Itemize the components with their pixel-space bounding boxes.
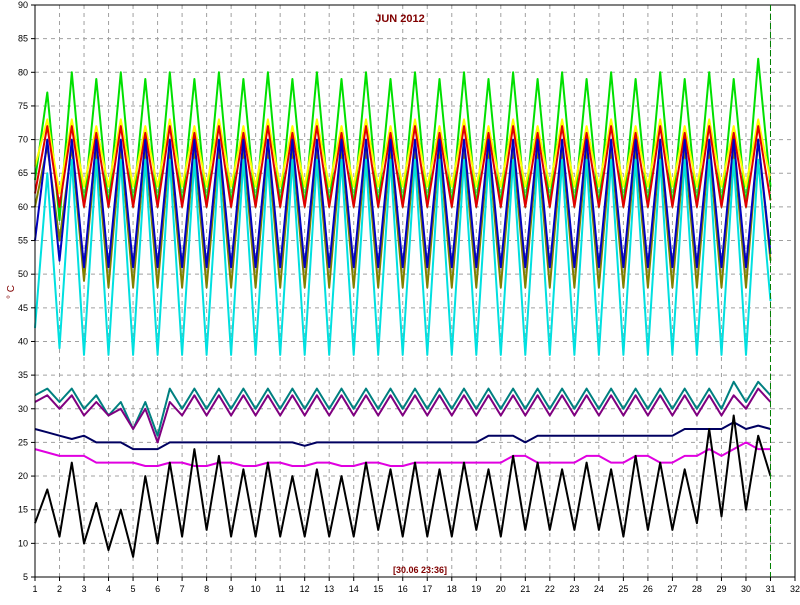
x-tick-label: 2 — [57, 584, 62, 594]
series-line — [34, 414, 772, 558]
y-tick-label: 25 — [18, 437, 28, 447]
x-tick-label: 25 — [618, 584, 628, 594]
y-tick-label: 75 — [18, 101, 28, 111]
y-tick-label: 45 — [18, 303, 28, 313]
x-tick-label: 31 — [765, 584, 775, 594]
x-tick-label: 17 — [422, 584, 432, 594]
y-tick-label: 70 — [18, 135, 28, 145]
x-tick-label: 12 — [300, 584, 310, 594]
x-tick-label: 30 — [741, 584, 751, 594]
x-tick-label: 14 — [349, 584, 359, 594]
x-tick-label: 18 — [447, 584, 457, 594]
y-tick-label: 55 — [18, 236, 28, 246]
y-tick-label: 50 — [18, 269, 28, 279]
axes — [34, 4, 796, 578]
y-tick-label: 5 — [23, 572, 28, 582]
x-tick-label: 21 — [520, 584, 530, 594]
x-tick-label: 23 — [569, 584, 579, 594]
x-tick-label: 13 — [324, 584, 334, 594]
x-tick-label: 10 — [251, 584, 261, 594]
series-line — [34, 441, 771, 467]
x-tick-label: 19 — [471, 584, 481, 594]
x-tick-label: 22 — [545, 584, 555, 594]
series-line — [34, 158, 772, 356]
series-line — [34, 138, 772, 289]
y-tick-label: 60 — [18, 202, 28, 212]
x-tick-label: 26 — [643, 584, 653, 594]
y-tick-label: 10 — [18, 538, 28, 548]
x-tick-label: 32 — [790, 584, 800, 594]
y-tick-label: 90 — [18, 0, 28, 10]
y-tick-label: 65 — [18, 168, 28, 178]
x-tick-label: 6 — [155, 584, 160, 594]
tick-labels: 1 2 3 4 5 6 7 8 9 10 11 12 13 14 15 16 17 18 19 20 21 22 23 24 2… — [18, 0, 800, 594]
y-tick-label: 15 — [18, 505, 28, 515]
series-line — [34, 421, 771, 451]
series-line — [34, 138, 772, 269]
x-tick-label: 3 — [82, 584, 87, 594]
x-tick-label: 27 — [667, 584, 677, 594]
series-line — [34, 125, 772, 208]
series-line — [34, 387, 772, 444]
x-tick-label: 9 — [229, 584, 234, 594]
x-tick-label: 28 — [692, 584, 702, 594]
y-tick-label: 30 — [18, 404, 28, 414]
y-tick-label: 40 — [18, 336, 28, 346]
data-series — [34, 57, 772, 558]
x-tick-label: 7 — [180, 584, 185, 594]
x-tick-label: 4 — [106, 584, 111, 594]
x-tick-label: 5 — [131, 584, 136, 594]
y-tick-label: 80 — [18, 67, 28, 77]
x-tick-label: 8 — [204, 584, 209, 594]
y-axis-label: ° C — [6, 285, 17, 299]
series-line — [34, 118, 772, 195]
x-tick-label: 15 — [373, 584, 383, 594]
y-tick-label: 85 — [18, 34, 28, 44]
timestamp-label: [30.06 23:36] — [393, 565, 447, 575]
y-tick-label: 20 — [18, 471, 28, 481]
chart-title: JUN 2012 — [375, 13, 425, 25]
x-tick-label: 29 — [716, 584, 726, 594]
x-tick-label: 11 — [275, 584, 284, 594]
x-tick-label: 16 — [398, 584, 408, 594]
y-tick-label: 35 — [18, 370, 28, 380]
plot-frame — [34, 4, 796, 578]
x-tick-label: 1 — [32, 584, 37, 594]
x-tick-label: 24 — [594, 584, 604, 594]
x-tick-label: 20 — [496, 584, 506, 594]
series-line — [34, 380, 772, 437]
